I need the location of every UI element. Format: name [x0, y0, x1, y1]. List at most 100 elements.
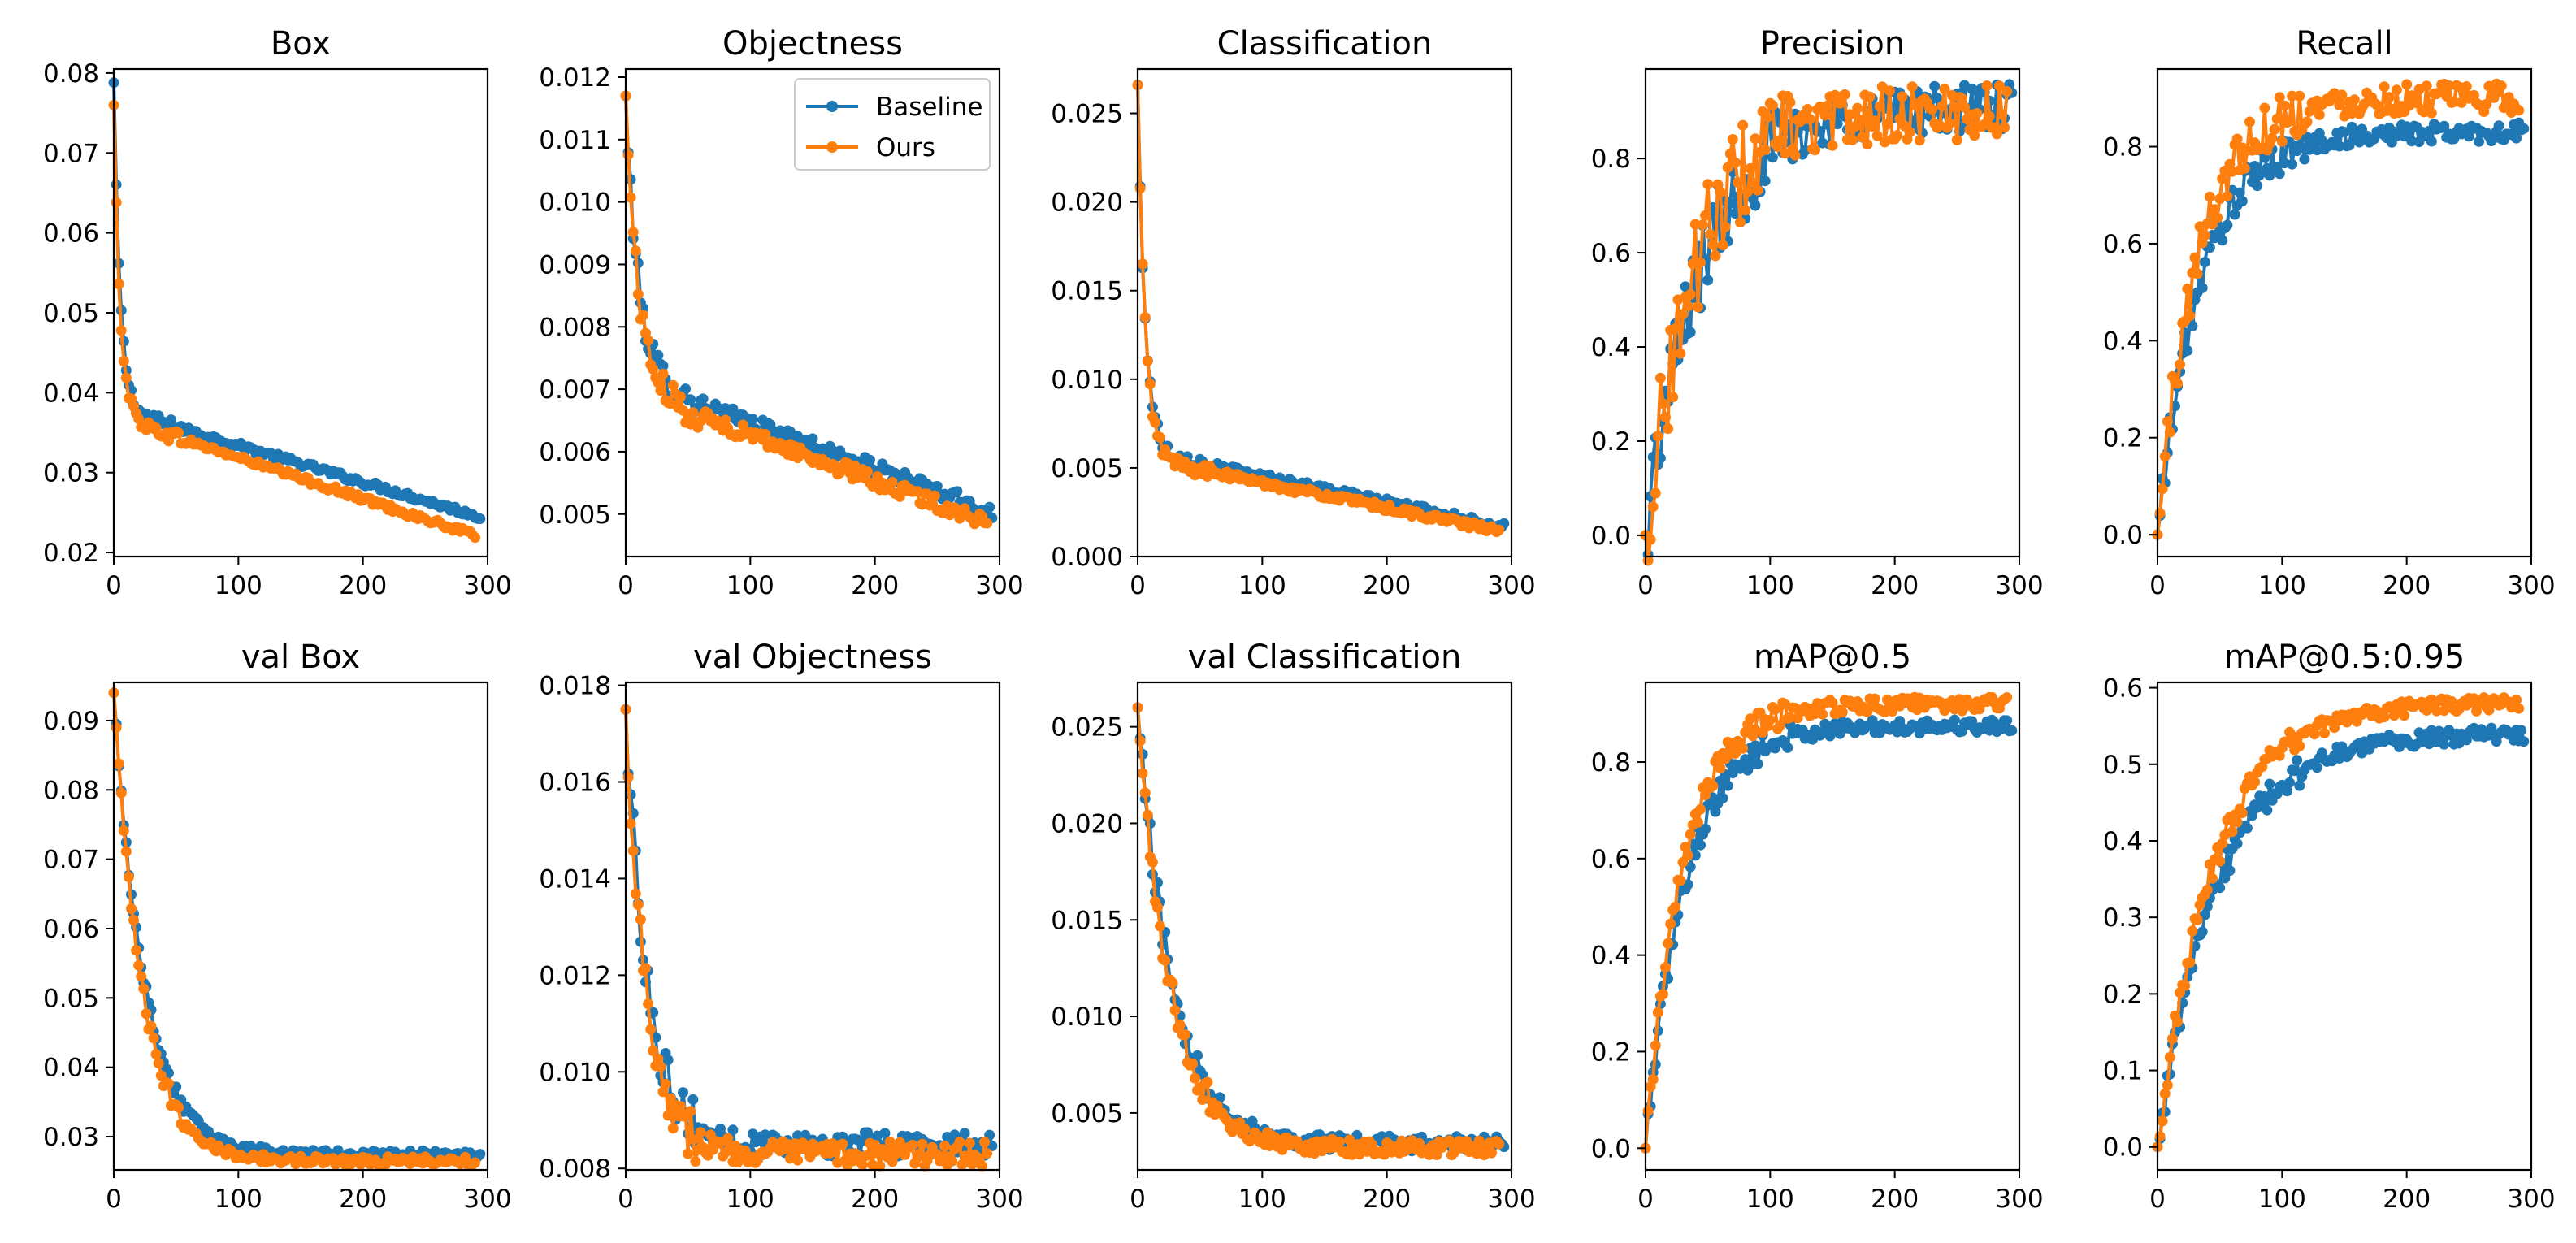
data-point	[1740, 754, 1751, 765]
data-point	[2001, 715, 2013, 726]
series-markers-ours	[108, 99, 481, 544]
data-point	[638, 310, 648, 321]
data-point	[929, 490, 940, 501]
series-markers-baseline	[2152, 722, 2530, 1153]
data-point	[1981, 80, 1993, 91]
subplot-title: val Objectness	[693, 639, 932, 676]
data-point	[150, 1049, 162, 1060]
data-point	[2439, 120, 2450, 132]
data-point	[475, 513, 486, 524]
data-point	[1729, 157, 1741, 168]
data-point	[1660, 412, 1671, 423]
series-line-ours	[1136, 707, 1501, 1160]
data-point	[947, 1155, 958, 1167]
data-point	[635, 914, 646, 925]
x-tick-label: 200	[339, 1185, 387, 1214]
subplot-title: val Classification	[1188, 639, 1462, 676]
data-point	[1150, 417, 1160, 428]
data-point	[1722, 162, 1733, 173]
data-point	[2234, 187, 2245, 198]
data-point	[1689, 850, 1701, 861]
data-point	[1862, 139, 1873, 150]
series-line-baseline	[1644, 78, 2014, 556]
series-markers-baseline	[2152, 117, 2530, 540]
x-tick-label: 200	[1363, 571, 1411, 600]
subplot-title: Box	[271, 25, 331, 63]
data-point	[1137, 768, 1148, 779]
x-tick-label: 300	[1995, 1185, 2043, 1214]
data-point	[939, 1141, 950, 1152]
data-point	[2431, 705, 2442, 717]
x-tick-label: 100	[1746, 1185, 1794, 1214]
data-point	[2217, 235, 2228, 246]
data-point	[1997, 109, 2007, 120]
data-point	[136, 971, 147, 982]
data-point	[115, 325, 127, 336]
data-point	[1414, 1137, 1425, 1149]
data-point	[1819, 110, 1831, 121]
data-point	[1767, 152, 1778, 163]
data-point	[128, 915, 139, 926]
data-point	[1134, 183, 1146, 194]
data-point	[2164, 1051, 2175, 1063]
data-point	[2511, 695, 2522, 705]
data-point	[1658, 398, 1668, 409]
y-tick-label: 0.1	[2103, 1057, 2143, 1086]
data-point	[655, 1061, 666, 1072]
data-point	[2319, 727, 2330, 738]
data-point	[1810, 145, 1820, 156]
y-tick-label: 0.2	[2103, 424, 2143, 453]
data-point	[2172, 378, 2183, 389]
series-line-baseline	[112, 82, 480, 521]
data-point	[1767, 100, 1778, 111]
data-point	[653, 349, 664, 361]
legend-label: Baseline	[876, 93, 982, 122]
subplot-title: Precision	[1760, 25, 1905, 63]
data-point	[632, 288, 644, 300]
data-point	[984, 501, 995, 513]
data-point	[1692, 301, 1703, 313]
data-point	[2284, 115, 2295, 127]
axes-frame	[624, 681, 1001, 1172]
data-point	[2227, 826, 2238, 838]
data-point	[138, 983, 150, 994]
data-point	[1932, 93, 1943, 104]
y-tick-label: 0.06	[43, 915, 99, 944]
data-point	[2154, 508, 2166, 519]
y-tick-label: 0.010	[539, 188, 611, 218]
y-tick-label: 0.4	[1591, 942, 1631, 971]
data-point	[640, 963, 651, 974]
data-point	[1949, 102, 1960, 113]
data-point	[630, 888, 641, 899]
data-point	[2264, 778, 2275, 790]
data-point	[1715, 187, 1726, 198]
data-point	[1707, 780, 1719, 791]
data-point	[645, 1024, 657, 1035]
data-point	[2212, 212, 2223, 223]
x-tick-label: 100	[215, 1185, 262, 1214]
subplot-3: Precision 0 100 200 300 0.0 0.2 0.4 0.6 0.8	[1591, 25, 2044, 600]
data-point	[1670, 323, 1681, 334]
data-point	[123, 872, 134, 882]
data-point	[1764, 714, 1776, 725]
subplot-8: mAP@0.5 0 100 200 300 0.0 0.2 0.4 0.6 0.8	[1591, 639, 2044, 1214]
series-markers-baseline	[1640, 79, 2018, 561]
series-markers-ours	[108, 687, 481, 1171]
subplot-0: Box 0 100 200 300 0.02 0.03 0.04 0.05 0.06 0.07 0.0…	[43, 25, 512, 600]
series-markers-ours	[2152, 692, 2525, 1153]
data-point	[2231, 816, 2243, 828]
data-point	[1239, 1124, 1251, 1135]
data-point	[2383, 92, 2395, 103]
data-point	[1804, 114, 1815, 125]
data-point	[2276, 136, 2288, 147]
data-point	[722, 1133, 734, 1144]
data-point	[1710, 806, 1721, 817]
x-tick-label: 0	[1130, 571, 1146, 600]
series-line-ours	[1644, 691, 2008, 1149]
data-point	[2182, 345, 2193, 356]
data-point	[2282, 786, 2292, 797]
data-point	[1854, 115, 1866, 126]
data-point	[1670, 901, 1681, 912]
series-markers-ours	[1132, 80, 1505, 538]
y-tick-label: 0.0	[2103, 1133, 2143, 1163]
